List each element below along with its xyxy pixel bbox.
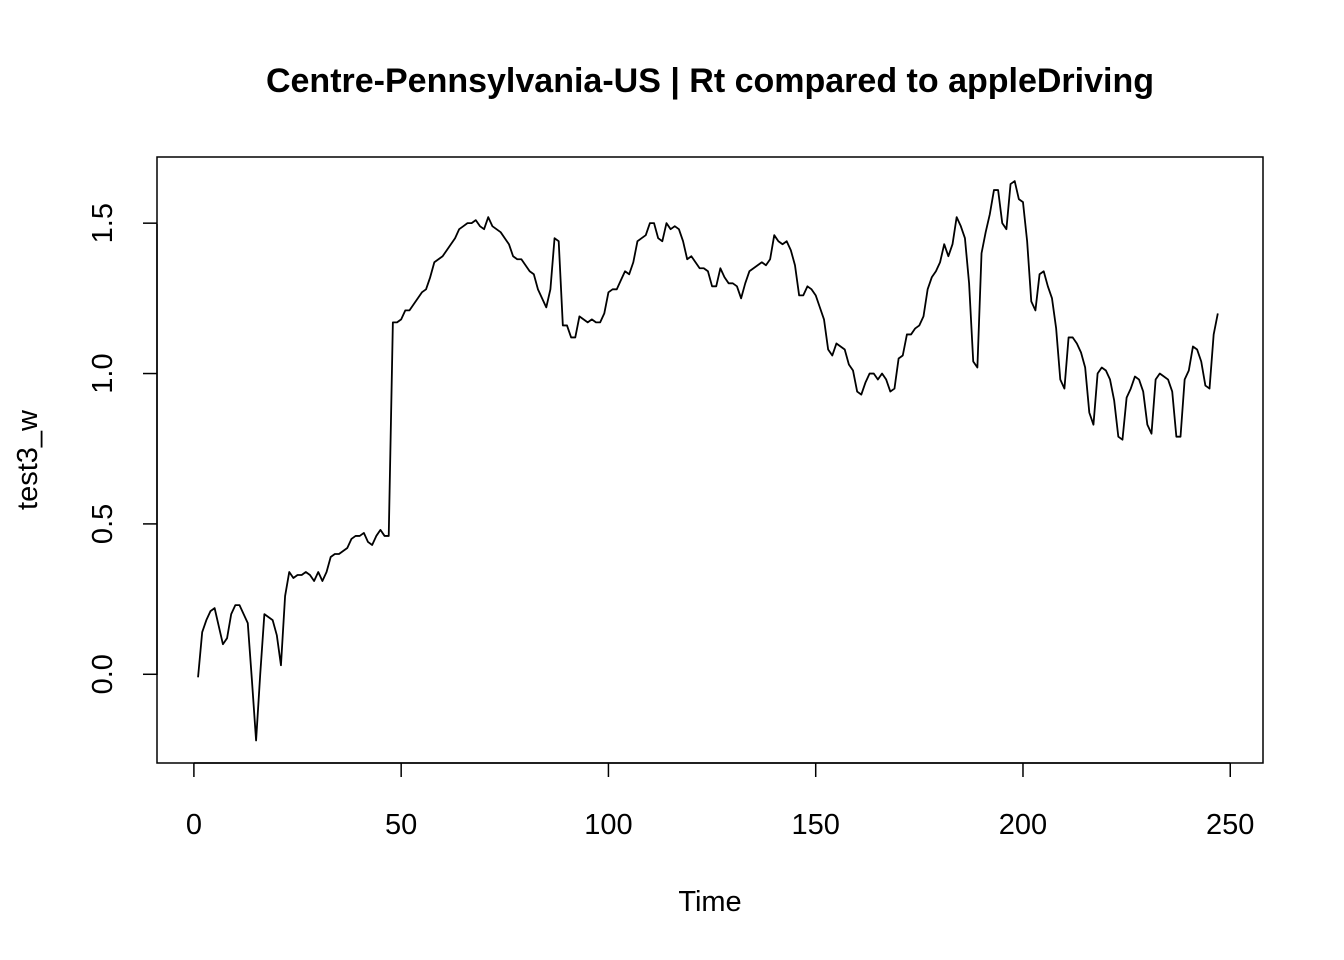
x-tick-label: 100: [584, 809, 632, 841]
x-tick-label: 50: [385, 809, 417, 841]
x-tick-label: 200: [999, 809, 1047, 841]
y-axis-label: test3_w: [12, 409, 44, 510]
x-axis-label: Time: [678, 886, 741, 918]
x-tick-label: 150: [792, 809, 840, 841]
y-axis-ticks: 0.0 0.5 1.0 1.5: [87, 203, 157, 694]
y-tick-label: 0.0: [87, 654, 119, 694]
x-axis-ticks: 0 50 100 150 200 250: [186, 763, 1254, 841]
chart-title: Centre-Pennsylvania-US | Rt compared to …: [266, 62, 1154, 100]
x-tick-label: 250: [1206, 809, 1254, 841]
y-tick-label: 1.0: [87, 353, 119, 393]
series-line-test3-w: [197, 180, 1219, 742]
y-tick-label: 0.5: [87, 504, 119, 544]
y-tick-label: 1.5: [87, 203, 119, 243]
x-tick-label: 0: [186, 809, 202, 841]
